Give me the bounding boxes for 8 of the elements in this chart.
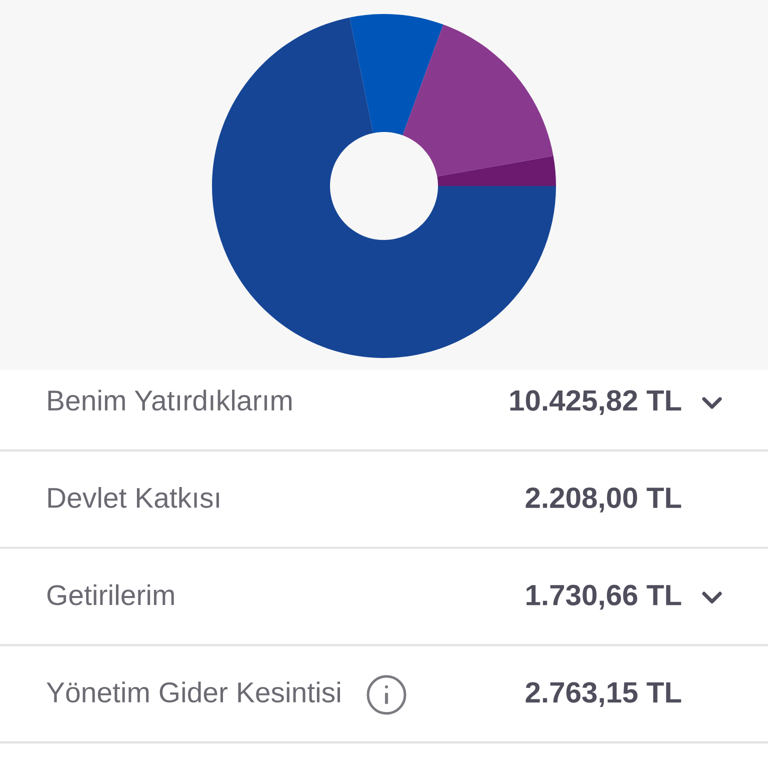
text: 2.763,15 TL — [526, 682, 682, 707]
text: 10.425,82 TL — [510, 390, 682, 416]
category-label: Devlet Katkısı — [48, 487, 219, 508]
category-label: Benim Yatırdıklarım — [48, 390, 292, 411]
category-label: Yönetim Gider Kesintisi — [46, 682, 340, 703]
category-label: Getirilerim — [47, 584, 174, 606]
text: 1.730,66 TL — [526, 584, 682, 610]
text: 2.208,00 TL — [526, 487, 682, 512]
